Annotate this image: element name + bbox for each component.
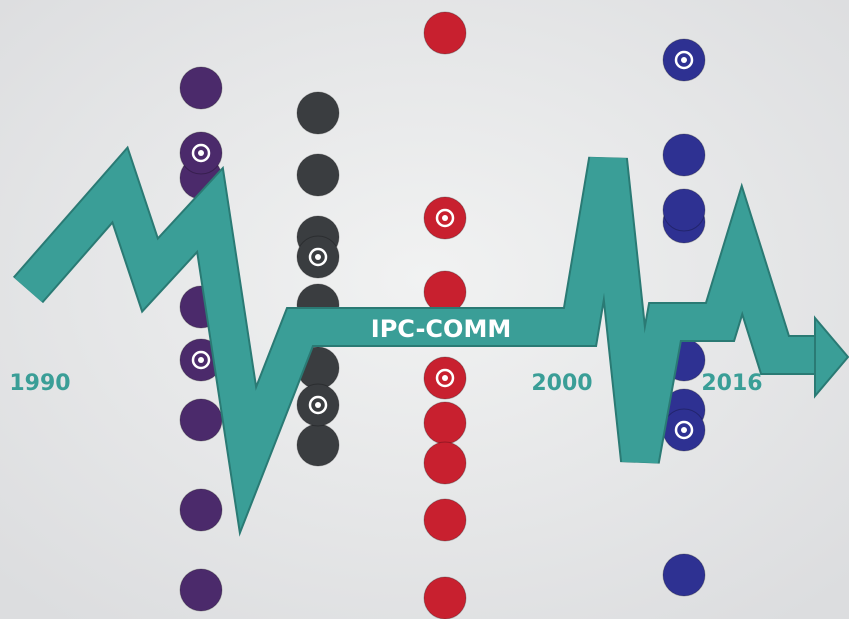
dot xyxy=(296,91,340,135)
dot-icon xyxy=(674,420,694,440)
timeline-label: IPC-COMM xyxy=(371,315,511,343)
dot xyxy=(662,133,706,177)
dot-icon xyxy=(674,50,694,70)
arrow-body xyxy=(14,149,822,530)
year-label: 2016 xyxy=(701,371,762,396)
dot xyxy=(179,398,223,442)
dot xyxy=(423,576,467,619)
dot xyxy=(662,188,706,232)
dot-icon xyxy=(681,427,687,433)
year-label: 1990 xyxy=(9,371,70,396)
dot-icon xyxy=(191,143,211,163)
dot xyxy=(179,488,223,532)
dot xyxy=(423,11,467,55)
dot xyxy=(662,553,706,597)
dot xyxy=(179,66,223,110)
dot-icon xyxy=(442,375,448,381)
dot-icon xyxy=(308,247,328,267)
dot xyxy=(179,568,223,612)
dot-columns xyxy=(179,11,706,619)
dot-icon xyxy=(191,350,211,370)
arrow-head xyxy=(814,315,849,399)
dot-icon xyxy=(198,150,204,156)
dot-icon xyxy=(315,402,321,408)
dot xyxy=(423,441,467,485)
dot-icon xyxy=(308,395,328,415)
dot xyxy=(423,401,467,445)
dot xyxy=(423,498,467,542)
dot-icon xyxy=(198,357,204,363)
dot-icon xyxy=(435,208,455,228)
dot xyxy=(296,423,340,467)
dot-icon xyxy=(435,368,455,388)
dot-icon xyxy=(681,57,687,63)
dot-icon xyxy=(315,254,321,260)
dot xyxy=(423,270,467,314)
dot xyxy=(296,153,340,197)
dot-icon xyxy=(442,215,448,221)
timeline-arrow xyxy=(12,145,849,537)
year-label: 2000 xyxy=(531,371,592,396)
